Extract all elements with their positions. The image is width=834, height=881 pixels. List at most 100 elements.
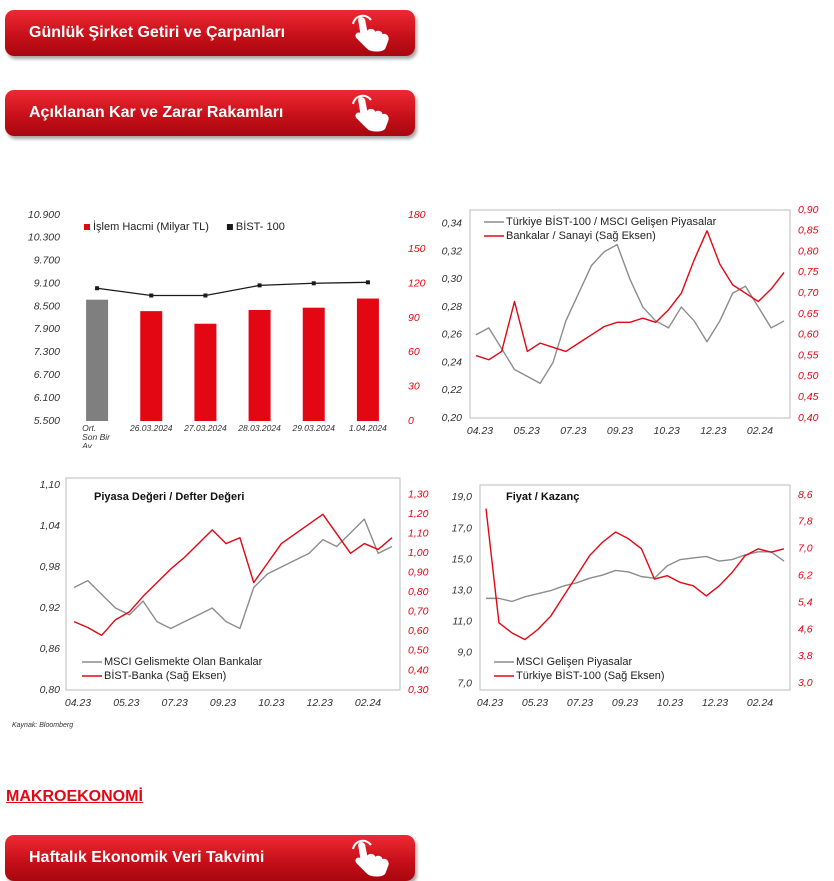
x-tick-text: 1.04.2024 [348, 424, 387, 433]
chart-title: Fiyat / Kazanç [506, 491, 579, 503]
button-label: Günlük Şirket Getiri ve Çarpanları [29, 24, 286, 41]
hand-icon [352, 839, 389, 877]
y2-tick-label: 0,50 [408, 645, 429, 657]
y2-tick-label: 5,4 [798, 596, 813, 608]
bar [302, 307, 325, 421]
x-tick-label: 02.24 [747, 425, 773, 437]
y-tick-label: 10.900 [28, 209, 60, 221]
report-button[interactable]: Açıklanan Kar ve Zarar Rakamları [5, 90, 415, 136]
line [96, 281, 368, 297]
bar [356, 298, 379, 421]
line [73, 513, 393, 637]
point [311, 281, 316, 286]
line [475, 230, 785, 361]
y-tick-label: 7.900 [34, 323, 60, 335]
y-tick-label: 6.700 [34, 369, 60, 381]
x-tick-label: 28.03.2024 [238, 424, 281, 433]
bar [140, 311, 163, 421]
y2-tick-label: 0,65 [798, 308, 819, 320]
y-tick-label: 0,32 [442, 245, 463, 257]
y2-tick-label: 0,70 [408, 606, 429, 618]
x-tick-label: 26.03.2024 [130, 424, 173, 433]
y-tick-label: 9.700 [34, 255, 60, 267]
x-tick-label: 29.03.2024 [292, 424, 335, 433]
x-tick-label: 09.23 [607, 425, 633, 437]
x-tick-label: 1.04.2024 [348, 424, 387, 433]
x-tick-text: 27.03.2024 [184, 424, 227, 433]
bar [248, 309, 271, 421]
hand-icon [352, 14, 389, 52]
y2-tick-label: 8,6 [798, 489, 813, 501]
button-label: Haftalık Ekonomik Veri Takvimi [29, 849, 265, 866]
y-tick-label: 7,0 [457, 678, 472, 690]
legend-label: Türkiye BİST-100 / MSCI Gelişen Piyasala… [506, 215, 717, 228]
y2-tick-label: 3,8 [798, 650, 813, 662]
legend-swatch [84, 224, 90, 230]
x-tick-label: 04.23 [467, 425, 493, 437]
plot-frame [479, 484, 791, 691]
x-tick-label: 10.23 [657, 697, 683, 709]
y-tick-label: 11,0 [452, 615, 472, 627]
x-tick-label: 07.23 [162, 697, 188, 709]
y2-tick-label: 0,75 [798, 266, 819, 278]
bar [194, 323, 217, 421]
y-tick-label: 0,34 [442, 218, 463, 230]
x-tick-text: Ort. Son Bir Ay [82, 424, 110, 448]
legend-label: BİST- 100 [236, 220, 285, 233]
y2-tick-label: 0,70 [798, 287, 819, 299]
y-tick-label: 0,98 [40, 561, 61, 573]
y-tick-label: 13,0 [452, 584, 473, 596]
x-tick-label: 09.23 [612, 697, 638, 709]
y-tick-label: 9.100 [34, 277, 60, 289]
report-button[interactable]: Günlük Şirket Getiri ve Çarpanları [5, 10, 415, 56]
y-tick-label: 8.500 [34, 300, 60, 312]
chart-title: Piyasa Değeri / Defter Değeri [94, 491, 244, 503]
y2-tick-label: 0,40 [408, 664, 429, 676]
y2-tick-label: 0,40 [798, 412, 819, 424]
y-tick-label: 0,30 [442, 273, 463, 285]
x-tick-label: 12.23 [307, 697, 333, 709]
x-tick-label: 02.24 [355, 697, 381, 709]
y-tick-label: 1,10 [40, 479, 61, 491]
y2-tick-label: 1,20 [408, 508, 429, 520]
section-heading[interactable]: MAKROEKONOMİ [6, 788, 143, 805]
y2-tick-label: 0,90 [798, 204, 819, 216]
y2-tick-label: 150 [408, 243, 426, 255]
source-note: Kaynak: Bloomberg [12, 722, 74, 729]
x-tick-label: 10.23 [654, 425, 680, 437]
x-tick-label: 04.23 [477, 697, 503, 709]
y2-tick-label: 0,90 [408, 567, 429, 579]
y2-tick-label: 90 [408, 312, 420, 324]
y-tick-label: 17,0 [452, 522, 473, 534]
y2-tick-label: 1,30 [408, 489, 429, 501]
point [365, 280, 370, 285]
y2-tick-label: 180 [408, 209, 426, 221]
x-tick-label: 27.03.2024 [184, 424, 227, 433]
y2-tick-label: 6,2 [798, 570, 813, 582]
y-tick-label: 0,20 [442, 412, 463, 424]
legend-label: Türkiye BİST-100 (Sağ Eksen) [516, 669, 665, 682]
y2-tick-label: 0,80 [798, 245, 819, 257]
y2-tick-label: 4,6 [798, 623, 813, 635]
y2-tick-label: 60 [408, 346, 420, 358]
x-tick-text: 28.03.2024 [238, 424, 281, 433]
x-tick-label: 10.23 [258, 697, 284, 709]
y2-tick-label: 7,8 [798, 516, 813, 528]
y-tick-label: 0,26 [442, 329, 463, 341]
y-tick-label: 19,0 [452, 491, 473, 503]
legend-swatch [226, 224, 233, 230]
x-tick-label: 04.23 [65, 697, 91, 709]
y2-tick-label: 1,10 [408, 528, 429, 540]
x-tick-label: 12.23 [700, 425, 726, 437]
point [257, 283, 262, 288]
report-button[interactable]: Haftalık Ekonomik Veri Takvimi [5, 835, 415, 881]
legend-label: İşlem Hacmi (Milyar TL) [93, 220, 209, 233]
y-tick-label: 1,04 [40, 520, 61, 532]
bar [86, 299, 109, 421]
x-tick-label: 12.23 [702, 697, 728, 709]
y2-tick-label: 0,80 [408, 586, 429, 598]
hand-icon [352, 94, 389, 132]
x-tick-label: Ort. Son Bir Ay [82, 424, 110, 448]
y-tick-label: 5.500 [34, 415, 60, 427]
